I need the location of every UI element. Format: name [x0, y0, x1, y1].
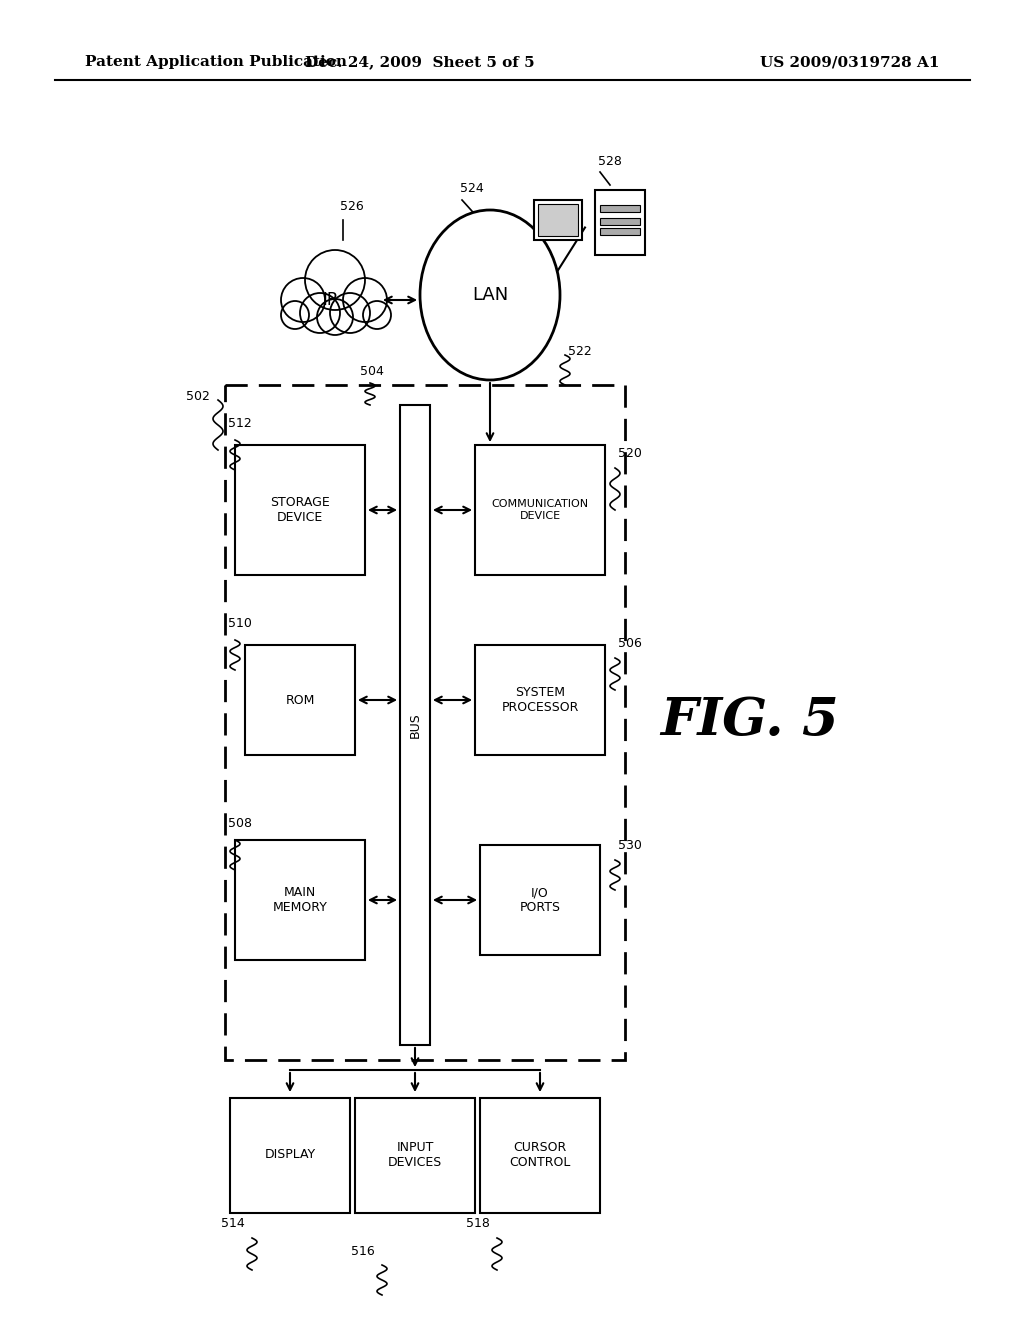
- Text: CURSOR
CONTROL: CURSOR CONTROL: [509, 1140, 570, 1170]
- Text: 514: 514: [221, 1217, 245, 1230]
- Text: INPUT
DEVICES: INPUT DEVICES: [388, 1140, 442, 1170]
- FancyBboxPatch shape: [475, 645, 605, 755]
- Text: 528: 528: [598, 154, 622, 168]
- Text: LAN: LAN: [472, 286, 508, 304]
- FancyBboxPatch shape: [230, 1097, 350, 1213]
- Circle shape: [281, 279, 325, 322]
- Text: 526: 526: [340, 201, 364, 213]
- FancyBboxPatch shape: [475, 445, 605, 576]
- Text: COMMUNICATION
DEVICE: COMMUNICATION DEVICE: [492, 499, 589, 521]
- Text: 506: 506: [618, 638, 642, 649]
- FancyBboxPatch shape: [480, 1097, 600, 1213]
- Text: ROM: ROM: [286, 693, 314, 706]
- FancyBboxPatch shape: [534, 201, 582, 240]
- FancyBboxPatch shape: [245, 645, 355, 755]
- FancyBboxPatch shape: [600, 228, 640, 235]
- Text: Dec. 24, 2009  Sheet 5 of 5: Dec. 24, 2009 Sheet 5 of 5: [305, 55, 535, 69]
- Text: SYSTEM
PROCESSOR: SYSTEM PROCESSOR: [502, 686, 579, 714]
- Text: 510: 510: [228, 616, 252, 630]
- FancyBboxPatch shape: [355, 1097, 475, 1213]
- FancyBboxPatch shape: [600, 218, 640, 224]
- Text: MAIN
MEMORY: MAIN MEMORY: [272, 886, 328, 913]
- FancyBboxPatch shape: [595, 190, 645, 255]
- Text: IP: IP: [323, 290, 338, 309]
- Circle shape: [362, 301, 391, 329]
- FancyBboxPatch shape: [480, 845, 600, 954]
- FancyBboxPatch shape: [538, 205, 578, 236]
- Text: 512: 512: [228, 417, 252, 430]
- FancyBboxPatch shape: [600, 205, 640, 213]
- Text: BUS: BUS: [409, 711, 422, 738]
- Text: 524: 524: [460, 182, 483, 195]
- FancyBboxPatch shape: [234, 840, 365, 960]
- FancyBboxPatch shape: [400, 405, 430, 1045]
- FancyBboxPatch shape: [234, 445, 365, 576]
- Text: I/O
PORTS: I/O PORTS: [519, 886, 560, 913]
- Text: STORAGE
DEVICE: STORAGE DEVICE: [270, 496, 330, 524]
- Circle shape: [281, 301, 309, 329]
- Text: 502: 502: [186, 389, 210, 403]
- Text: US 2009/0319728 A1: US 2009/0319728 A1: [761, 55, 940, 69]
- Text: DISPLAY: DISPLAY: [264, 1148, 315, 1162]
- Text: 530: 530: [618, 840, 642, 851]
- Text: 516: 516: [351, 1245, 375, 1258]
- Text: 508: 508: [228, 817, 252, 830]
- Circle shape: [330, 293, 370, 333]
- Text: 518: 518: [466, 1217, 490, 1230]
- Text: 504: 504: [360, 366, 384, 378]
- Text: Patent Application Publication: Patent Application Publication: [85, 55, 347, 69]
- Circle shape: [305, 249, 365, 310]
- Circle shape: [343, 279, 387, 322]
- Circle shape: [300, 293, 340, 333]
- Circle shape: [317, 300, 353, 335]
- Text: 522: 522: [568, 345, 592, 358]
- Ellipse shape: [420, 210, 560, 380]
- Text: 520: 520: [618, 447, 642, 459]
- Text: FIG. 5: FIG. 5: [660, 694, 840, 746]
